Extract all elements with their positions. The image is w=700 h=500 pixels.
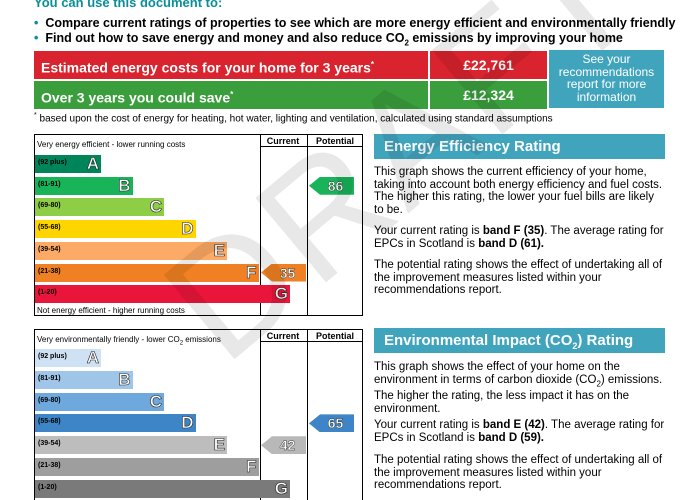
intro-bullet-compare: • Compare current ratings of properties t…	[34, 16, 676, 30]
band-letter: B	[118, 175, 131, 195]
environment-current-rating-text: Your current rating is band E (42). The …	[374, 419, 665, 444]
environmental-impact-description: This graph shows the effect of your home…	[374, 361, 663, 415]
environmental-impact-title: Environmental Impact (CO2) Rating	[374, 328, 665, 353]
estimated-costs-value: £22,761	[430, 51, 547, 79]
band-range: (69-80)	[38, 202, 61, 210]
band-letter: E	[213, 240, 225, 260]
band-range: (69-80)	[38, 396, 61, 404]
rating-band-g: (1-20) G	[35, 284, 290, 304]
column-divider	[260, 134, 261, 316]
rating-band-g: (1-20) G	[35, 478, 290, 498]
energy-bottom-caption: Not energy efficient - higher running co…	[37, 306, 185, 315]
band-letter: F	[246, 262, 257, 282]
savings-label: Over 3 years you could save*	[34, 81, 428, 109]
estimated-costs-label: Estimated energy costs for your home for…	[34, 51, 428, 79]
band-letter: D	[181, 219, 194, 239]
recommendations-box: See your recommendations report for more…	[549, 50, 664, 108]
band-letter: G	[274, 478, 288, 498]
band-letter: C	[149, 197, 162, 217]
band-range: (81-91)	[38, 374, 61, 382]
energy-current-rating-text: Your current rating is band F (35). The …	[374, 225, 664, 250]
band-letter: G	[274, 284, 288, 304]
band-range: (92 plus)	[38, 159, 67, 166]
rating-band-a: (92 plus) A	[35, 154, 101, 174]
environmental-rating-graph	[34, 329, 363, 500]
rating-band-d: (55-68) D	[35, 219, 196, 239]
band-letter: A	[86, 154, 99, 174]
rating-band-c: (69-80) C	[35, 197, 164, 217]
current-column-header: Current	[266, 136, 300, 146]
band-range: (81-91)	[38, 180, 61, 188]
potential-column-header: Potential	[315, 136, 354, 146]
energy-potential-rating-text: The potential rating shows the effect of…	[374, 259, 663, 296]
rating-band-f: (21-38) F	[35, 457, 259, 477]
energy-efficiency-title: Energy Efficiency Rating	[374, 134, 665, 159]
environment-potential-arrow: 65	[309, 414, 354, 433]
band-range: (92 plus)	[38, 353, 67, 360]
intro-bullet-save: • Find out how to save energy and money a…	[34, 31, 623, 48]
rating-band-b: (81-91) B	[35, 369, 133, 389]
rating-band-b: (81-91) B	[35, 175, 133, 195]
energy-top-caption: Very energy efficient - lower running co…	[37, 140, 186, 149]
header-divider	[260, 341, 363, 342]
current-column-header: Current	[266, 331, 300, 341]
potential-column-header: Potential	[315, 331, 354, 341]
intro-title: You can use this document to:	[34, 0, 223, 10]
column-divider	[307, 134, 308, 316]
energy-rating-graph	[34, 134, 363, 316]
band-letter: A	[86, 348, 99, 368]
band-range: (55-68)	[38, 224, 61, 232]
environment-current-arrow: 42	[261, 436, 306, 455]
rating-band-c: (69-80) C	[35, 391, 164, 411]
environment-top-caption: Very environmentally friendly - lower CO…	[37, 335, 221, 347]
energy-potential-arrow: 86	[309, 176, 354, 195]
environment-potential-rating-text: The potential rating shows the effect of…	[374, 454, 663, 491]
rating-band-e: (39-54) E	[35, 435, 227, 455]
band-range: (39-54)	[38, 245, 61, 253]
band-range: (55-68)	[38, 418, 61, 426]
band-range: (39-54)	[38, 440, 61, 448]
band-letter: E	[213, 435, 225, 455]
column-divider	[307, 329, 308, 500]
band-letter: B	[118, 369, 131, 389]
energy-current-arrow: 35	[261, 263, 306, 282]
header-divider	[260, 146, 363, 147]
column-divider	[260, 329, 261, 500]
band-range: (1-20)	[38, 483, 57, 491]
band-letter: C	[149, 391, 162, 411]
savings-value: £12,324	[430, 81, 547, 109]
band-range: (21-38)	[38, 267, 61, 275]
band-range: (21-38)	[38, 462, 61, 469]
rating-band-d: (55-68) D	[35, 413, 196, 433]
band-range: (1-20)	[38, 289, 57, 297]
energy-efficiency-description: This graph shows the current efficiency …	[374, 166, 663, 216]
rating-band-a: (92 plus) A	[35, 348, 101, 368]
cost-footnote: * based upon the cost of energy for heat…	[34, 112, 553, 125]
rating-band-f: (21-38) F	[35, 262, 259, 282]
band-letter: D	[181, 413, 194, 433]
band-letter: F	[246, 457, 257, 477]
rating-band-e: (39-54) E	[35, 240, 227, 260]
